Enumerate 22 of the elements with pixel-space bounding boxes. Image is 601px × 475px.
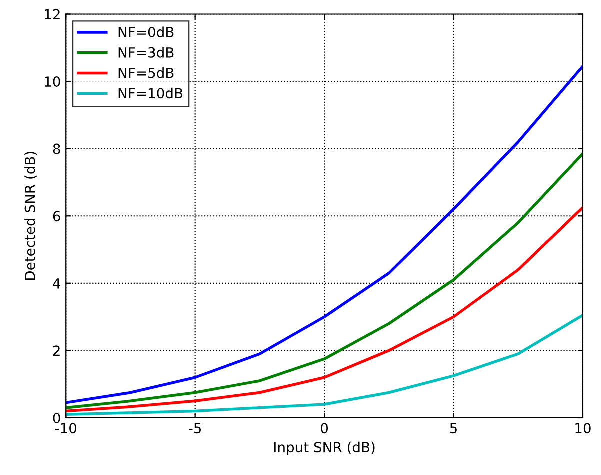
y-tick-label: 0 — [53, 412, 60, 424]
legend-label: NF=5dB — [118, 68, 174, 78]
line-series — [66, 314, 583, 416]
x-tick-label: 10 — [576, 423, 591, 434]
legend-label: NF=10dB — [118, 88, 183, 99]
x-tick-label: -5 — [189, 423, 202, 434]
y-tick-label: 4 — [53, 278, 60, 289]
legend-label: NF=3dB — [118, 47, 174, 58]
y-axis-title: Detected SNR (dB) — [24, 152, 37, 280]
x-tick-label: -10 — [55, 423, 77, 434]
line-series — [66, 206, 583, 413]
line-series — [66, 65, 583, 404]
x-axis-title: Input SNR (dB) — [274, 442, 375, 456]
y-tick-label: 6 — [53, 211, 60, 222]
y-tick-label: 8 — [53, 144, 60, 154]
y-tick-label: 2 — [53, 346, 60, 356]
legend-label: NF=0dB — [118, 26, 174, 38]
line-series — [66, 152, 583, 410]
y-tick-label: 10 — [45, 76, 60, 88]
x-tick-label: 0 — [321, 423, 328, 434]
x-tick-label: 5 — [450, 423, 457, 434]
y-tick-label: 12 — [45, 9, 60, 20]
